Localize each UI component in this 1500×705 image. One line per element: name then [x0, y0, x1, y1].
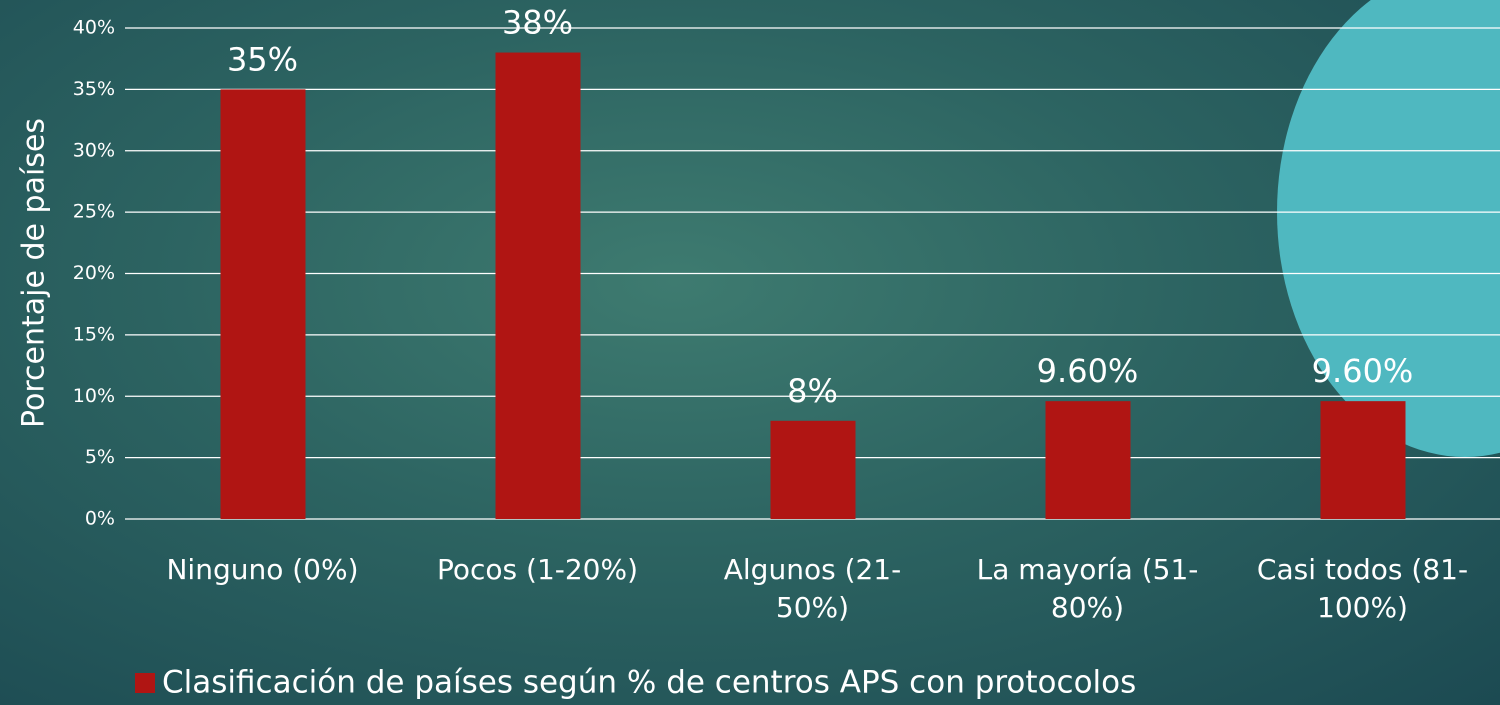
y-axis-label: Porcentaje de países [17, 118, 52, 428]
y-tick-label: 0% [85, 508, 115, 530]
bar [1320, 401, 1406, 519]
y-tick-label: 15% [73, 323, 115, 345]
legend-label: Clasificación de países según % de centr… [162, 665, 1136, 701]
value-label: 9.60% [1037, 352, 1139, 390]
y-tick-label: 35% [73, 78, 115, 100]
x-tick-label: La mayoría (51-80%) [976, 553, 1199, 624]
x-tick-label: Ninguno (0%) [166, 553, 359, 586]
value-label: 38% [502, 4, 573, 42]
y-tick-label: 5% [85, 446, 115, 468]
y-tick-label: 20% [73, 262, 115, 284]
bar [220, 89, 306, 519]
value-label: 8% [787, 372, 838, 410]
y-tick-label: 30% [73, 139, 115, 161]
decorative-circle [1277, 0, 1500, 457]
value-label: 9.60% [1312, 352, 1414, 390]
value-label: 35% [227, 40, 298, 78]
x-tick-label: Casi todos (81-100%) [1256, 553, 1469, 624]
y-tick-label: 40% [73, 17, 115, 39]
bar [1045, 401, 1131, 519]
bar [770, 420, 856, 519]
bar [495, 52, 581, 520]
x-tick-label: Algunos (21-50%) [723, 553, 902, 624]
x-tick-label: Pocos (1-20%) [436, 553, 639, 586]
y-tick-label: 25% [73, 201, 115, 223]
y-tick-label: 10% [73, 385, 115, 407]
legend-swatch [135, 673, 155, 693]
